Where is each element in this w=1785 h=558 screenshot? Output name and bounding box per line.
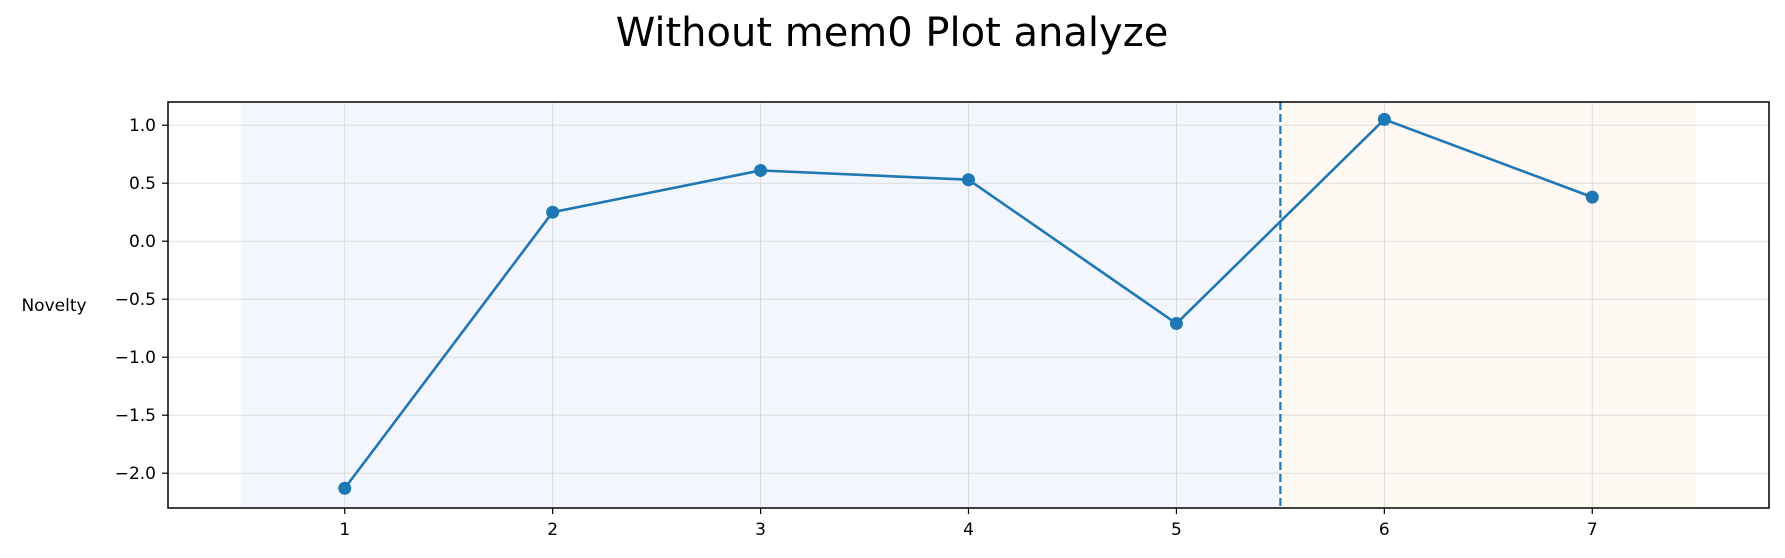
x-axis-ticks: 1 2 3 4 5 6 7 [339, 508, 1598, 540]
data-point-3 [754, 163, 768, 177]
grid-lines [168, 102, 1769, 508]
y-tick-label: 1.0 [129, 116, 156, 136]
y-tick-label: 0.5 [129, 174, 156, 194]
x-tick-label: 6 [1379, 520, 1390, 540]
data-point-2 [546, 205, 560, 219]
y-tick-label: −0.5 [115, 290, 156, 310]
x-tick-label: 3 [755, 520, 766, 540]
data-point-5 [1169, 317, 1183, 331]
y-tick-label: −1.5 [115, 406, 156, 426]
y-axis-label: Novelty [21, 296, 86, 316]
x-tick-label: 7 [1587, 520, 1598, 540]
y-tick-label: 0.0 [129, 232, 156, 252]
y-axis-ticks: −2.0 −1.5 −1.0 −0.5 0.0 0.5 1.0 [115, 116, 168, 484]
x-tick-label: 4 [963, 520, 974, 540]
x-tick-label: 1 [339, 520, 350, 540]
x-tick-label: 2 [547, 520, 558, 540]
chart-title: Without mem0 Plot analyze [616, 10, 1169, 56]
data-point-1 [338, 481, 352, 495]
x-tick-label: 5 [1171, 520, 1182, 540]
data-series [338, 112, 1599, 495]
data-point-4 [962, 173, 975, 187]
y-tick-label: −2.0 [115, 464, 156, 484]
data-point-6 [1377, 112, 1391, 126]
region-2 [1280, 102, 1697, 508]
y-tick-label: −1.0 [115, 348, 156, 368]
data-point-7 [1585, 190, 1599, 204]
